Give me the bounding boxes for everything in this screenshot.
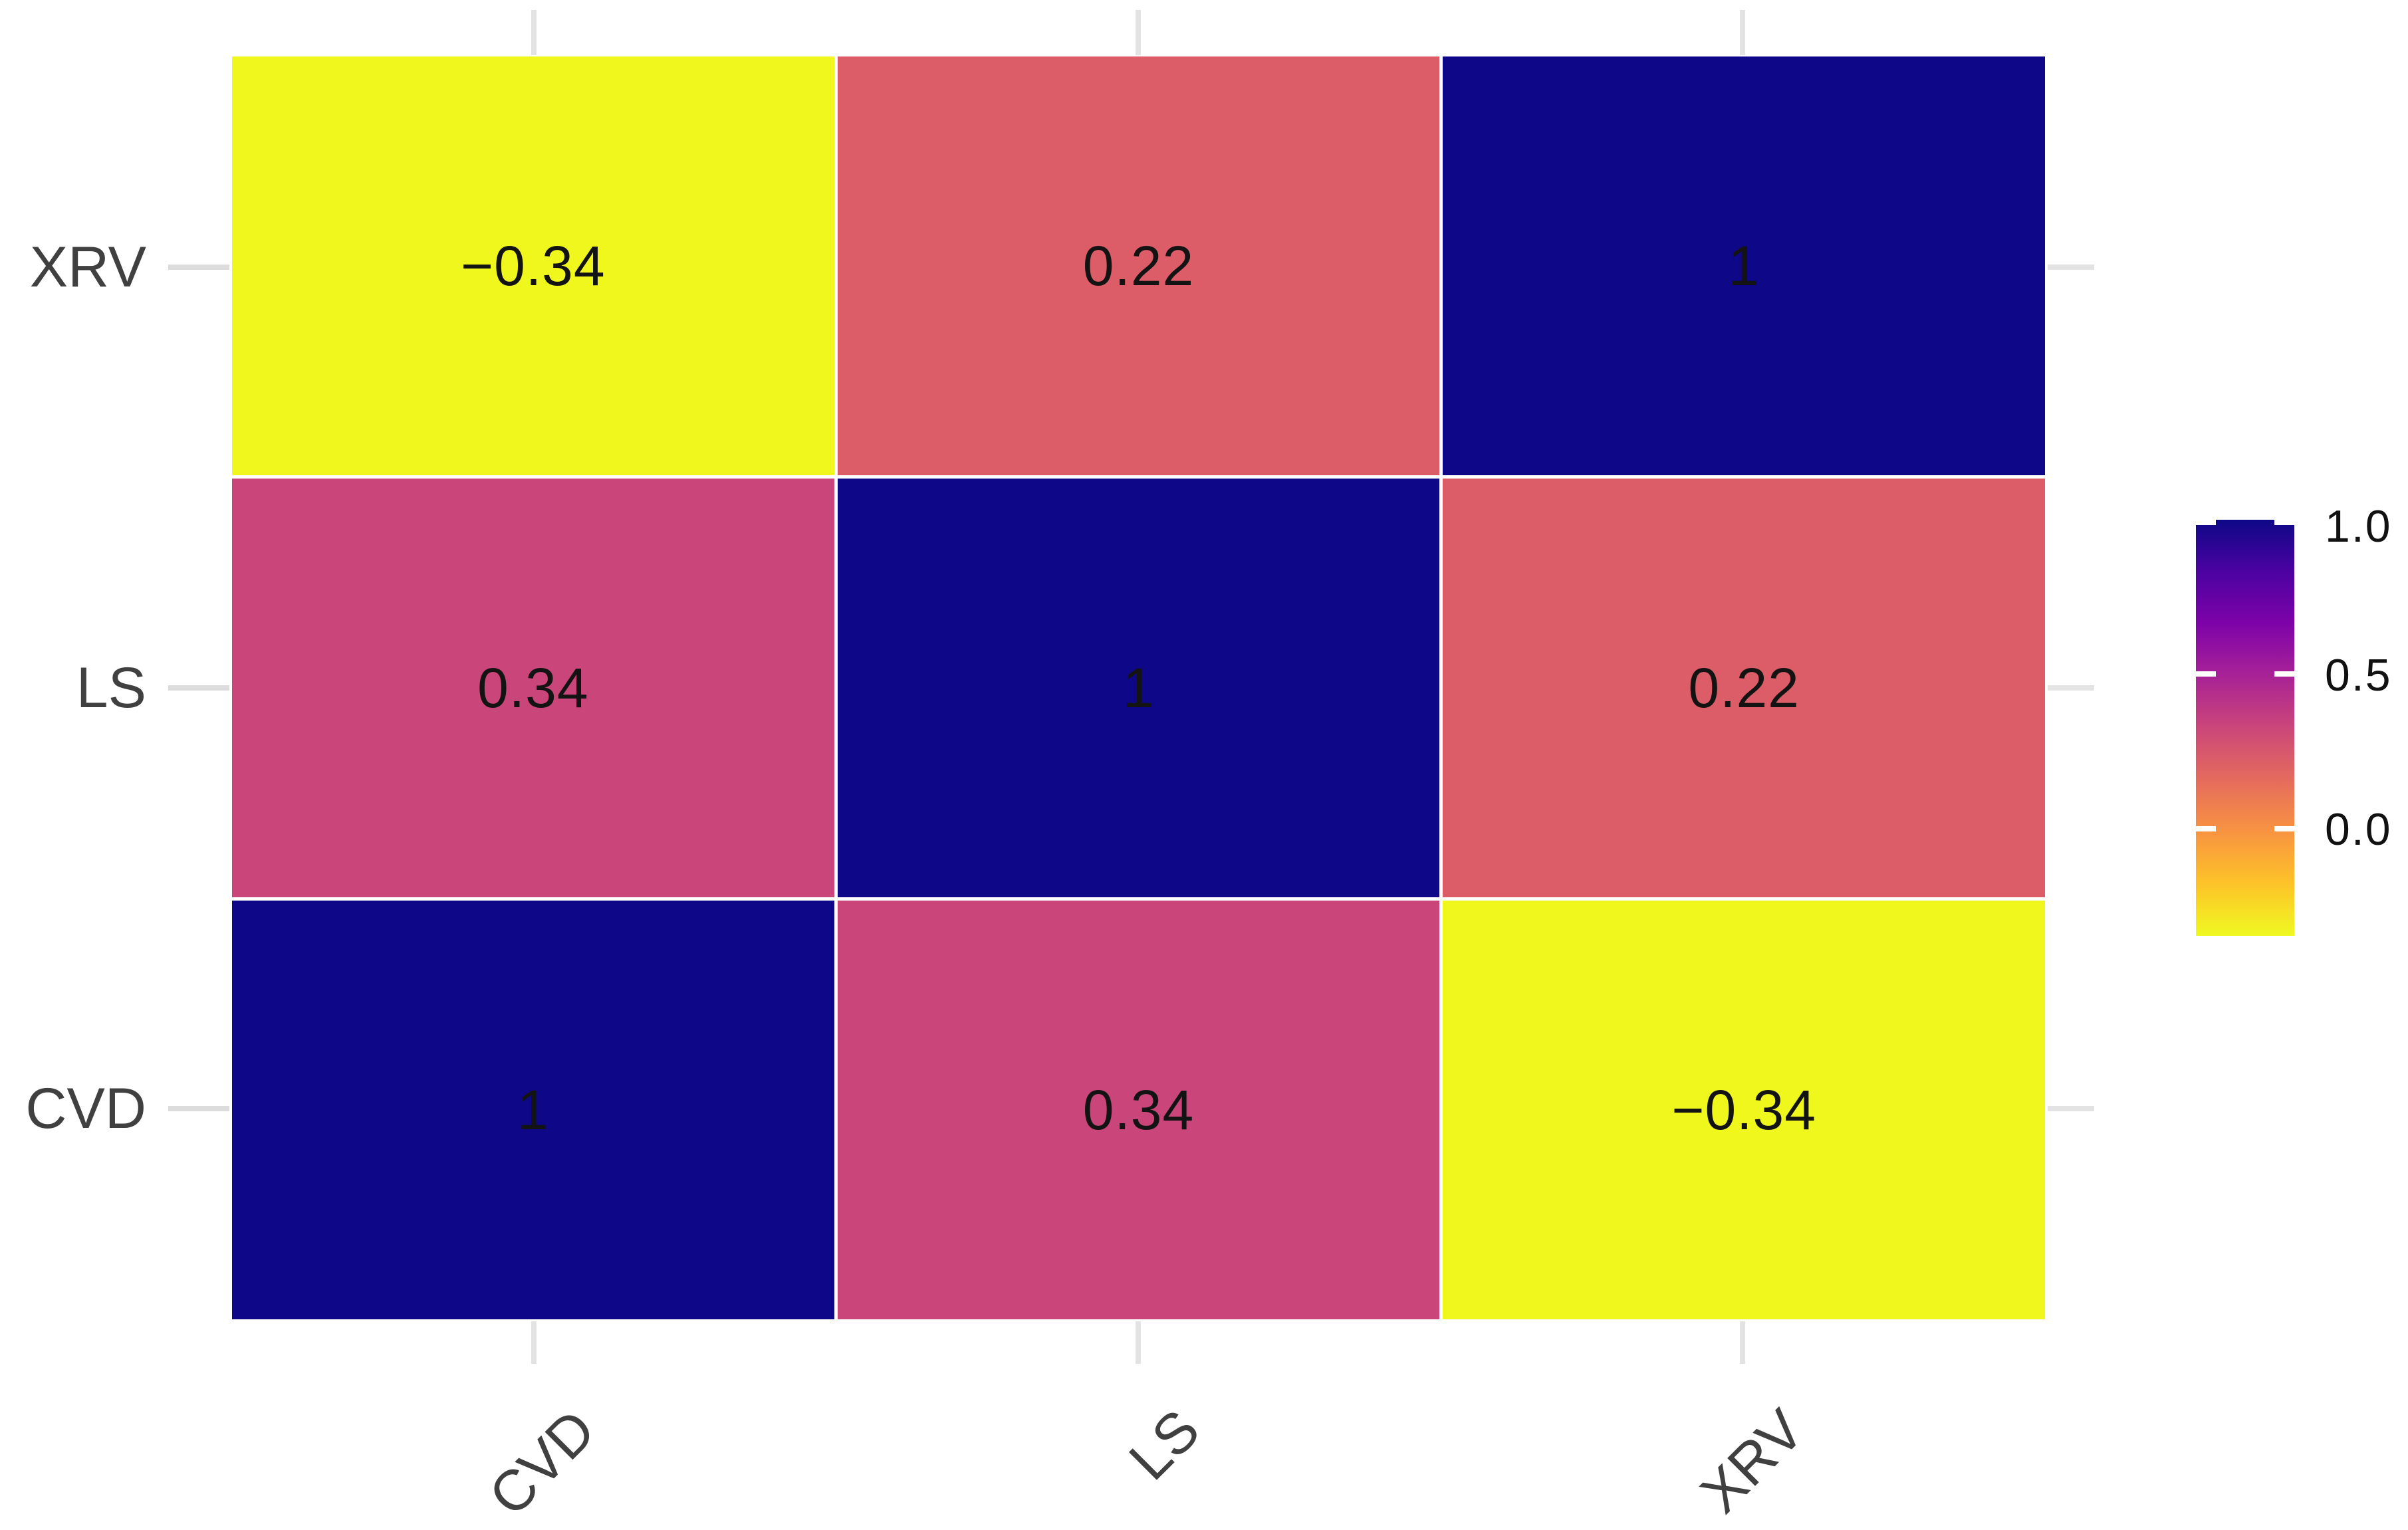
- cell-value: 0.22: [1082, 234, 1195, 297]
- y-axis-label-xrv: XRV: [29, 235, 146, 299]
- legend-tick-label-0.0: 0.0: [2325, 804, 2392, 855]
- cell-value: 0.22: [1688, 656, 1800, 719]
- cell-value: 1: [1728, 234, 1760, 297]
- x-axis-label-ls: LS: [1117, 1397, 1212, 1493]
- heatmap-cell-xrv-cvd: −0.34: [232, 56, 834, 475]
- right-gridline-stub-ls: [2048, 685, 2094, 691]
- cell-value: 0.34: [1082, 1078, 1195, 1141]
- heatmap-cell-cvd-xrv: −0.34: [1443, 901, 2045, 1319]
- legend-colorbar: [2196, 520, 2294, 936]
- bottom-gridline-stub-xrv: [1740, 1321, 1745, 1364]
- legend-tick-label-1.0: 1.0: [2325, 501, 2392, 552]
- legend-tick-0.0-left: [2196, 826, 2216, 831]
- heatmap-cell-xrv-xrv: 1: [1443, 56, 2045, 475]
- x-axis-label-xrv: XRV: [1688, 1397, 1816, 1525]
- y-axis-label-ls: LS: [76, 656, 146, 720]
- heatmap-cell-ls-xrv: 0.22: [1443, 479, 2045, 897]
- bottom-gridline-stub-ls: [1136, 1321, 1141, 1364]
- cell-value: 1: [517, 1078, 549, 1141]
- legend-tick-1.0-left: [2196, 520, 2216, 525]
- legend-tick-0.5-left: [2196, 671, 2216, 677]
- heatmap-cell-xrv-ls: 0.22: [837, 56, 1440, 475]
- cell-value: 0.34: [477, 656, 589, 719]
- y-axis-tick-cvd: [168, 1106, 229, 1111]
- heatmap-cell-cvd-cvd: 1: [232, 901, 834, 1319]
- legend-tick-label-0.5: 0.5: [2325, 650, 2392, 701]
- heatmap-cell-ls-cvd: 0.34: [232, 479, 834, 897]
- top-gridline-stub-ls: [1136, 10, 1141, 55]
- legend-tick-0.5-right: [2274, 671, 2294, 677]
- heatmap-cell-cvd-ls: 0.34: [837, 901, 1440, 1319]
- cell-value: −0.34: [461, 234, 606, 297]
- y-axis-tick-xrv: [168, 265, 229, 270]
- legend-tick-0.0-right: [2274, 826, 2294, 831]
- y-axis-tick-ls: [168, 685, 229, 691]
- bottom-gridline-stub-cvd: [531, 1321, 537, 1364]
- right-gridline-stub-cvd: [2048, 1106, 2094, 1111]
- top-gridline-stub-cvd: [531, 10, 537, 55]
- cell-value: 1: [1122, 656, 1155, 719]
- heatmap-cell-ls-ls: 1: [837, 479, 1440, 897]
- y-axis-label-cvd: CVD: [25, 1077, 146, 1141]
- heatmap-grid: −0.34 0.22 1 0.34 1 0.22 1 0.34 −0.34: [232, 56, 2045, 1319]
- legend-tick-1.0-right: [2274, 520, 2294, 525]
- x-axis-label-cvd: CVD: [477, 1397, 608, 1529]
- right-gridline-stub-xrv: [2048, 265, 2094, 270]
- top-gridline-stub-xrv: [1740, 10, 1745, 55]
- cell-value: −0.34: [1671, 1078, 1816, 1141]
